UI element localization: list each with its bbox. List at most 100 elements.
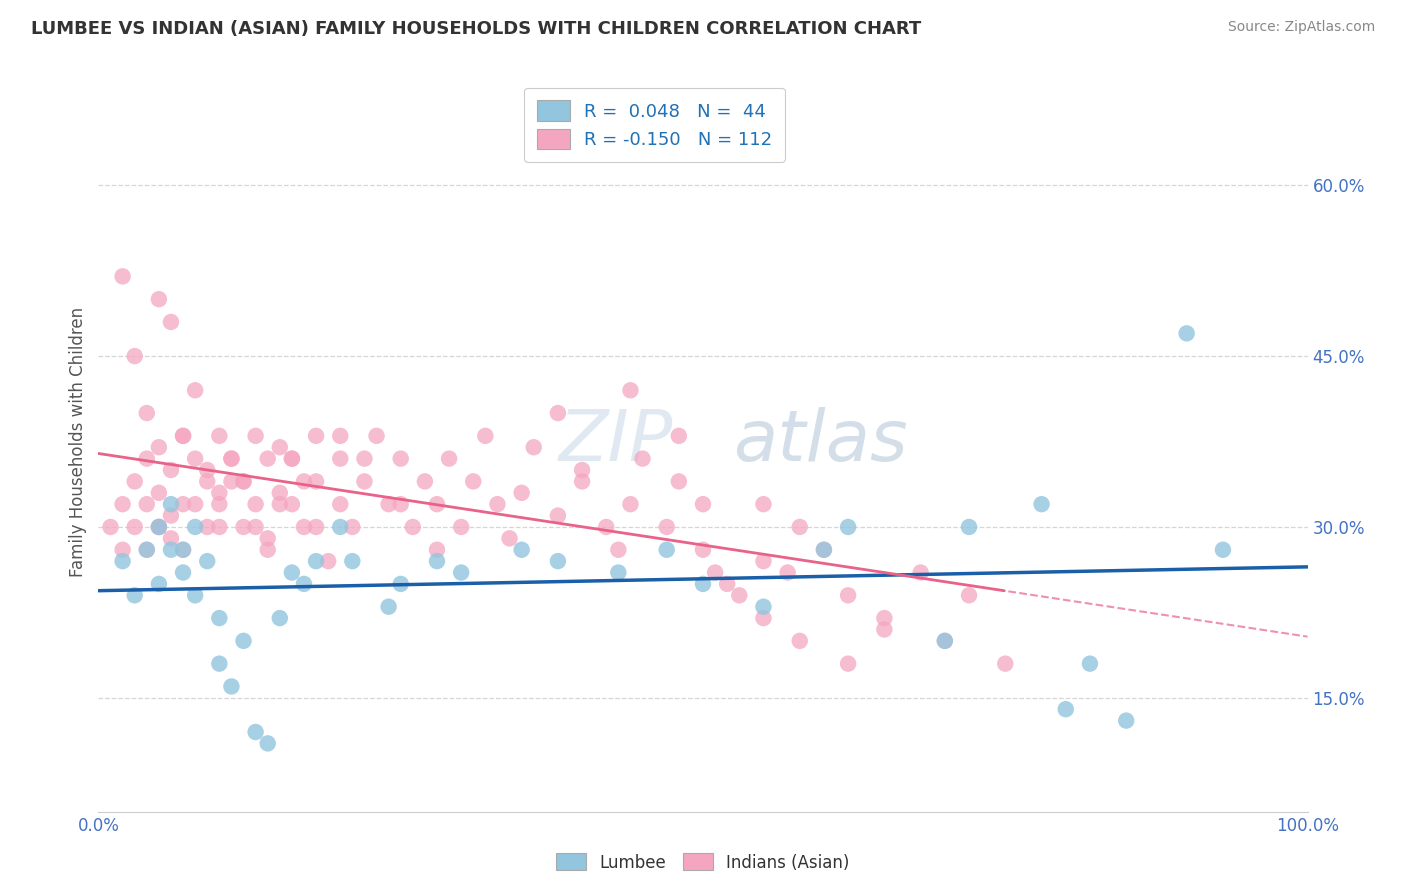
Point [245, 429, 267, 443]
Point [184, 588, 207, 602]
Point [402, 520, 425, 534]
Point [208, 657, 231, 671]
Point [873, 623, 896, 637]
Point [910, 566, 932, 580]
Point [752, 599, 775, 614]
Point [463, 475, 485, 489]
Point [957, 520, 980, 534]
Point [172, 429, 194, 443]
Point [221, 451, 243, 466]
Point [111, 497, 134, 511]
Point [619, 497, 641, 511]
Point [172, 542, 194, 557]
Point [256, 532, 278, 546]
Point [281, 566, 304, 580]
Point [148, 440, 170, 454]
Point [389, 577, 412, 591]
Point [135, 542, 157, 557]
Point [789, 520, 811, 534]
Point [450, 520, 472, 534]
Point [292, 475, 315, 489]
Point [221, 475, 243, 489]
Point [934, 633, 956, 648]
Point [837, 657, 859, 671]
Point [256, 451, 278, 466]
Point [135, 497, 157, 511]
Point [195, 520, 218, 534]
Point [1115, 714, 1137, 728]
Text: ZIP: ZIP [558, 407, 672, 476]
Point [148, 520, 170, 534]
Point [305, 554, 328, 568]
Point [353, 451, 375, 466]
Point [752, 611, 775, 625]
Point [692, 542, 714, 557]
Point [329, 451, 352, 466]
Point [595, 520, 617, 534]
Point [813, 542, 835, 557]
Point [232, 475, 254, 489]
Point [184, 520, 207, 534]
Point [366, 429, 388, 443]
Point [437, 451, 460, 466]
Point [245, 725, 267, 739]
Point [124, 588, 146, 602]
Point [752, 497, 775, 511]
Point [160, 463, 183, 477]
Point [281, 451, 304, 466]
Point [934, 633, 956, 648]
Y-axis label: Family Households with Children: Family Households with Children [69, 307, 87, 576]
Point [124, 349, 146, 363]
Point [474, 429, 496, 443]
Point [208, 497, 231, 511]
Point [172, 566, 194, 580]
Point [148, 292, 170, 306]
Point [837, 588, 859, 602]
Point [668, 429, 690, 443]
Point [124, 475, 146, 489]
Point [135, 542, 157, 557]
Point [245, 520, 267, 534]
Point [269, 485, 291, 500]
Point [160, 315, 183, 329]
Point [208, 611, 231, 625]
Point [837, 520, 859, 534]
Point [1054, 702, 1077, 716]
Point [232, 520, 254, 534]
Point [789, 633, 811, 648]
Point [100, 520, 122, 534]
Point [655, 542, 678, 557]
Point [716, 577, 738, 591]
Point [124, 520, 146, 534]
Text: atlas: atlas [734, 407, 908, 476]
Point [148, 520, 170, 534]
Point [208, 520, 231, 534]
Point [994, 657, 1017, 671]
Point [160, 508, 183, 523]
Point [329, 497, 352, 511]
Point [704, 566, 727, 580]
Point [329, 520, 352, 534]
Point [523, 440, 546, 454]
Point [342, 554, 364, 568]
Point [269, 497, 291, 511]
Point [547, 508, 569, 523]
Text: LUMBEE VS INDIAN (ASIAN) FAMILY HOUSEHOLDS WITH CHILDREN CORRELATION CHART: LUMBEE VS INDIAN (ASIAN) FAMILY HOUSEHOL… [31, 20, 921, 37]
Point [571, 475, 593, 489]
Point [148, 485, 170, 500]
Point [692, 497, 714, 511]
Point [316, 554, 339, 568]
Point [426, 497, 449, 511]
Point [752, 554, 775, 568]
Point [450, 566, 472, 580]
Point [135, 406, 157, 420]
Point [1031, 497, 1053, 511]
Point [160, 497, 183, 511]
Point [232, 475, 254, 489]
Point [305, 520, 328, 534]
Point [111, 269, 134, 284]
Legend: Lumbee, Indians (Asian): Lumbee, Indians (Asian) [551, 848, 855, 877]
Point [1175, 326, 1198, 341]
Point [160, 532, 183, 546]
Point [195, 554, 218, 568]
